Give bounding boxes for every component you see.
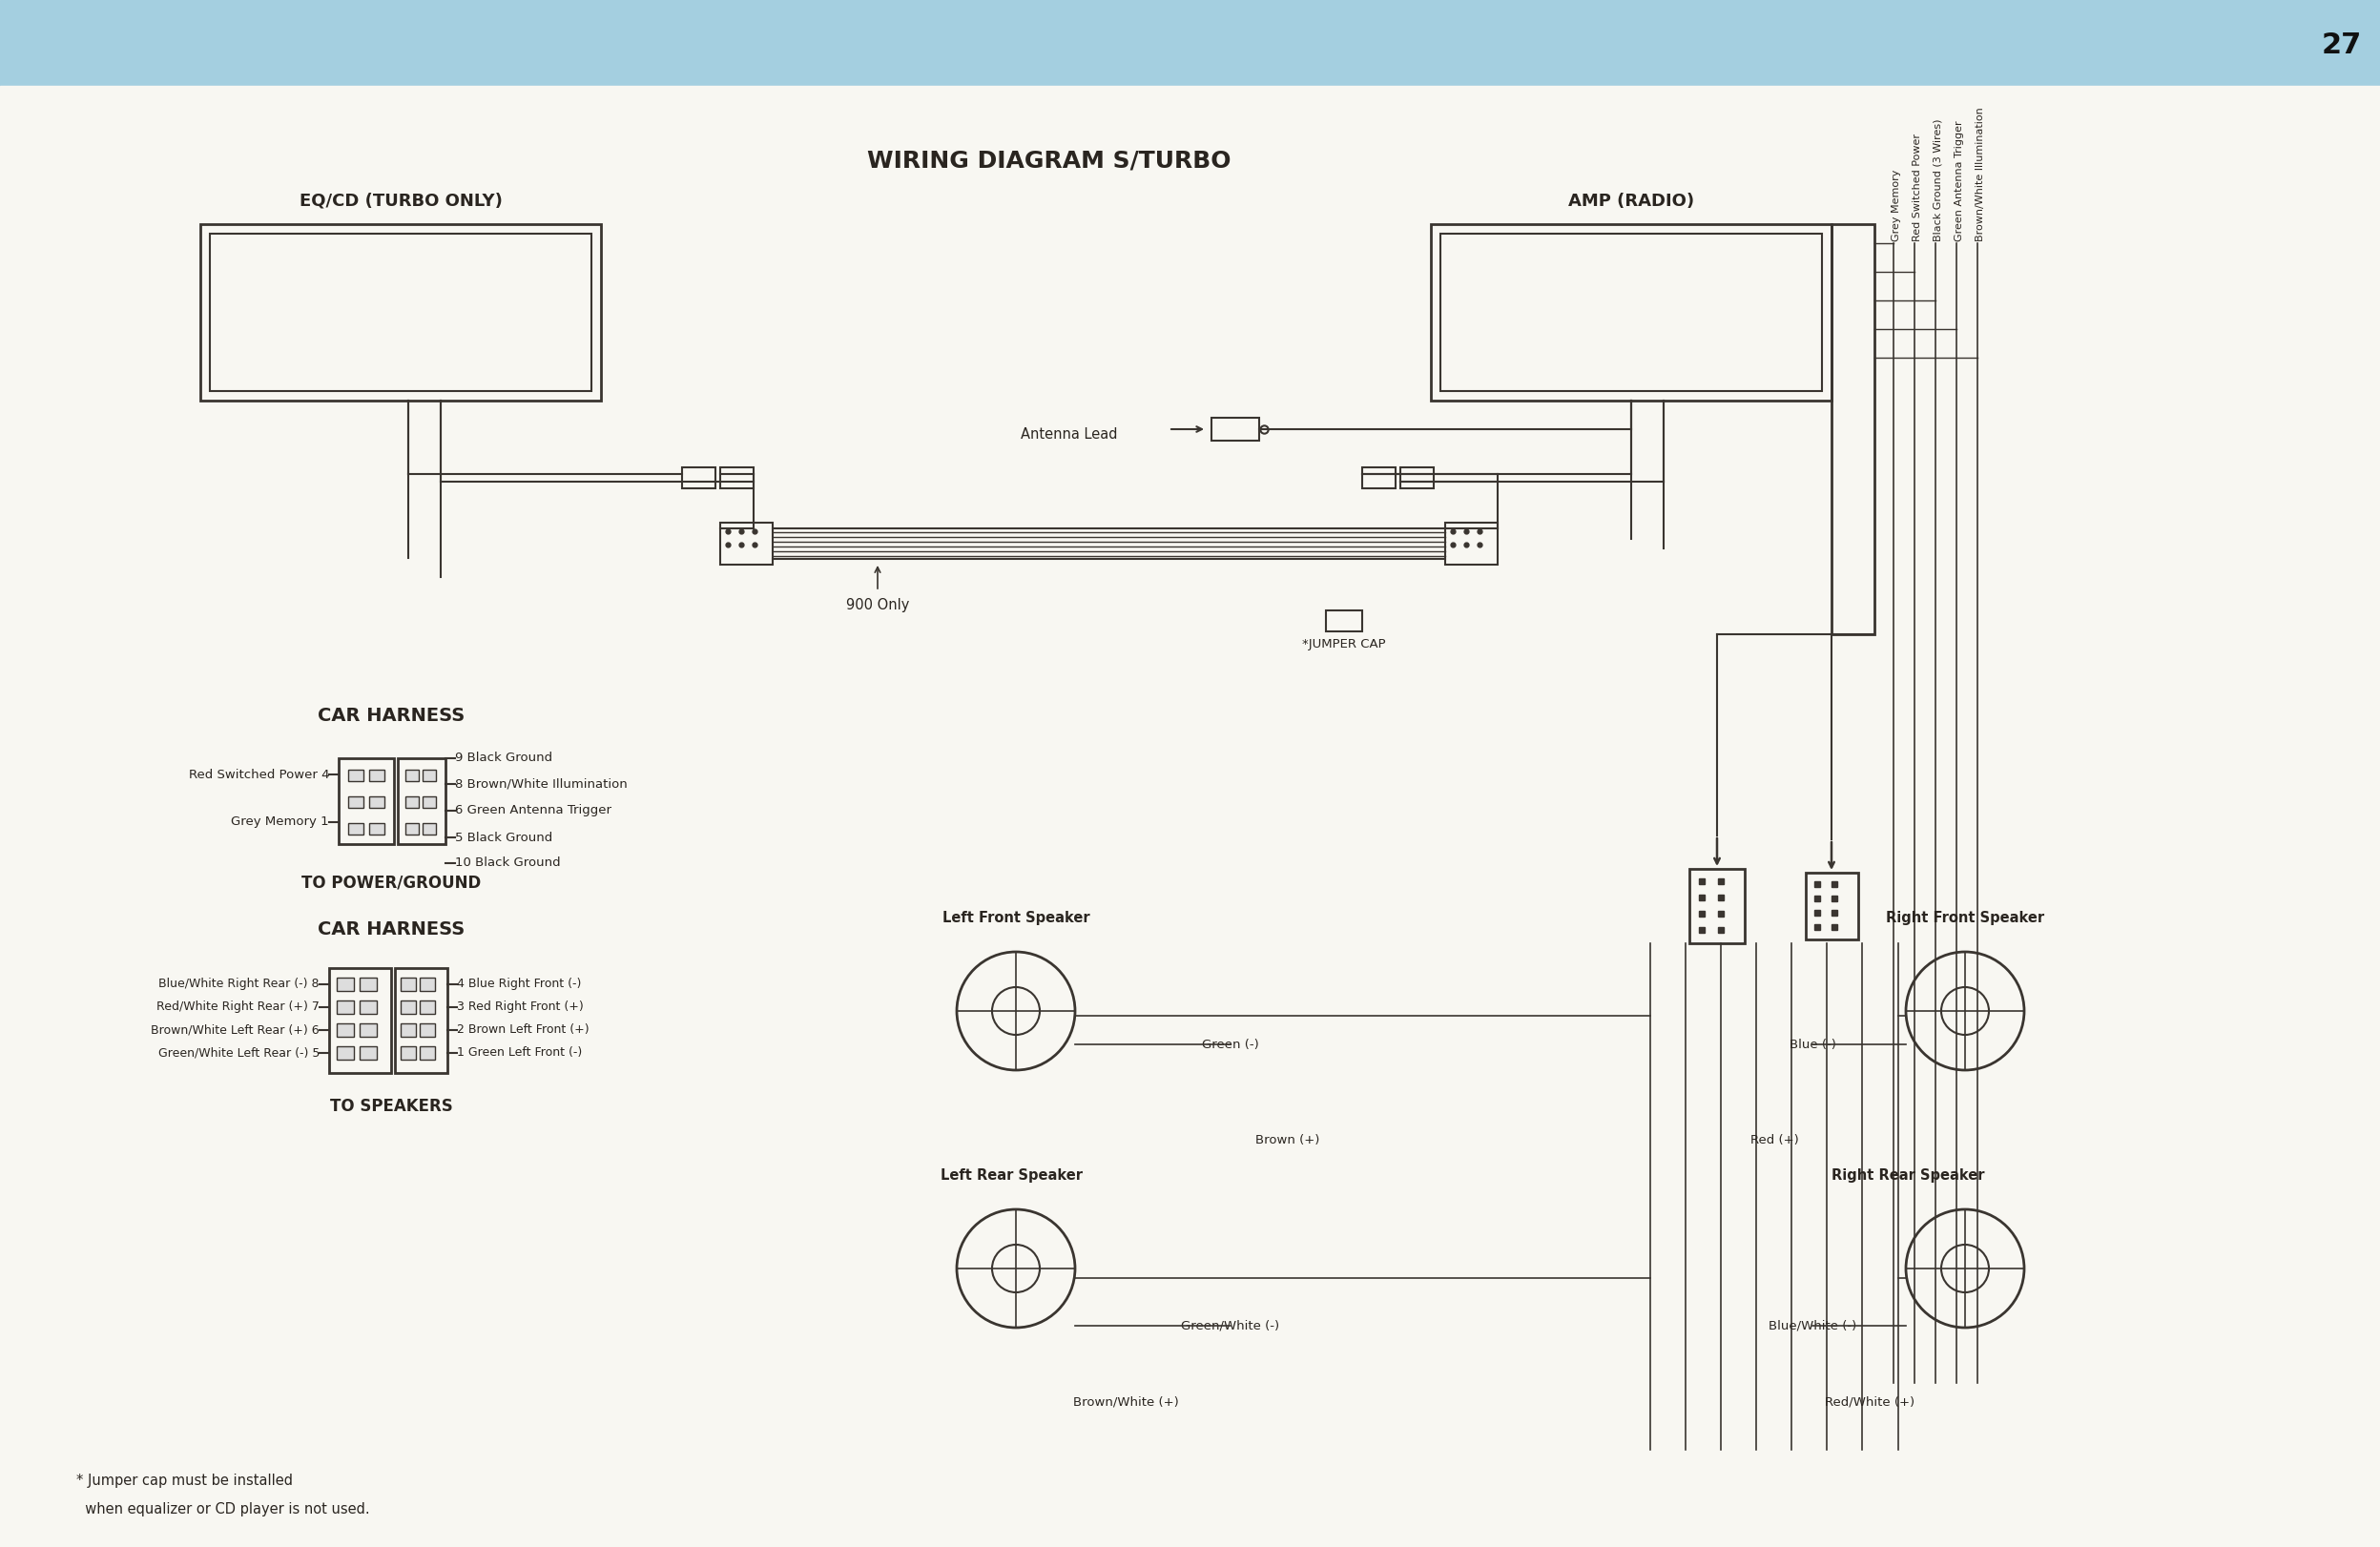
Text: Left Rear Speaker: Left Rear Speaker bbox=[940, 1168, 1083, 1182]
Text: 900 Only: 900 Only bbox=[845, 599, 909, 613]
Text: TO SPEAKERS: TO SPEAKERS bbox=[331, 1098, 452, 1115]
Text: 27: 27 bbox=[2323, 32, 2361, 60]
Text: 9 Black Ground: 9 Black Ground bbox=[455, 752, 552, 764]
Bar bbox=[395, 968, 447, 1074]
Text: CAR HARNESS: CAR HARNESS bbox=[317, 707, 464, 724]
Bar bbox=[347, 823, 364, 834]
Bar bbox=[405, 770, 419, 781]
Text: Brown/White Left Rear (+) 6: Brown/White Left Rear (+) 6 bbox=[150, 1024, 319, 1036]
Text: Antenna Lead: Antenna Lead bbox=[1021, 427, 1119, 441]
Text: * Jumper cap must be installed: * Jumper cap must be installed bbox=[76, 1474, 293, 1488]
Bar bbox=[347, 770, 364, 781]
Bar bbox=[683, 467, 716, 489]
Text: Blue (-): Blue (-) bbox=[1790, 1038, 1835, 1050]
Text: Blue/White Right Rear (-) 8: Blue/White Right Rear (-) 8 bbox=[159, 978, 319, 990]
Text: CAR HARNESS: CAR HARNESS bbox=[317, 920, 464, 939]
Bar bbox=[336, 1046, 355, 1060]
Bar bbox=[424, 823, 436, 834]
Text: Red Switched Power: Red Switched Power bbox=[1914, 133, 1923, 241]
Text: Right Front Speaker: Right Front Speaker bbox=[1885, 911, 2044, 925]
Text: AMP (RADIO): AMP (RADIO) bbox=[1568, 193, 1695, 210]
Bar bbox=[369, 770, 386, 781]
Bar bbox=[721, 523, 774, 565]
Text: 4 Blue Right Front (-): 4 Blue Right Front (-) bbox=[457, 978, 581, 990]
Bar bbox=[1440, 234, 1823, 391]
Text: WIRING DIAGRAM S/TURBO: WIRING DIAGRAM S/TURBO bbox=[866, 149, 1230, 172]
Bar bbox=[1806, 873, 1859, 939]
Text: 3 Red Right Front (+): 3 Red Right Front (+) bbox=[457, 1001, 583, 1013]
Bar bbox=[0, 0, 2380, 85]
Bar bbox=[400, 1046, 416, 1060]
Text: 5 Black Ground: 5 Black Ground bbox=[455, 831, 552, 843]
Text: Red/White Right Rear (+) 7: Red/White Right Rear (+) 7 bbox=[157, 1001, 319, 1013]
Bar bbox=[1361, 467, 1395, 489]
Bar bbox=[419, 1046, 436, 1060]
Bar bbox=[1690, 869, 1745, 944]
Text: Grey Memory 1: Grey Memory 1 bbox=[231, 815, 328, 828]
Bar bbox=[424, 797, 436, 808]
Bar bbox=[336, 1001, 355, 1013]
Bar bbox=[397, 758, 445, 845]
Bar bbox=[209, 234, 590, 391]
Bar bbox=[419, 978, 436, 992]
Bar bbox=[405, 797, 419, 808]
Bar bbox=[359, 1024, 376, 1036]
Text: Brown (+): Brown (+) bbox=[1257, 1134, 1321, 1146]
Bar bbox=[400, 1024, 416, 1036]
Bar bbox=[1445, 523, 1497, 565]
Text: 10 Black Ground: 10 Black Ground bbox=[455, 857, 562, 869]
Text: Green/White (-): Green/White (-) bbox=[1180, 1320, 1280, 1332]
Text: Brown/White (+): Brown/White (+) bbox=[1073, 1395, 1178, 1408]
Text: EQ/CD (TURBO ONLY): EQ/CD (TURBO ONLY) bbox=[300, 193, 502, 210]
Bar bbox=[359, 1046, 376, 1060]
Text: Red/White (+): Red/White (+) bbox=[1825, 1395, 1914, 1408]
Text: when equalizer or CD player is not used.: when equalizer or CD player is not used. bbox=[76, 1502, 369, 1516]
Bar bbox=[419, 1001, 436, 1013]
Text: Left Front Speaker: Left Front Speaker bbox=[942, 911, 1090, 925]
Text: Green (-): Green (-) bbox=[1202, 1038, 1259, 1050]
Bar bbox=[328, 968, 390, 1074]
Bar bbox=[359, 1001, 376, 1013]
Bar bbox=[336, 1024, 355, 1036]
Text: *JUMPER CAP: *JUMPER CAP bbox=[1302, 639, 1385, 651]
Bar bbox=[369, 797, 386, 808]
Text: Blue/White (-): Blue/White (-) bbox=[1768, 1320, 1856, 1332]
Text: 6 Green Antenna Trigger: 6 Green Antenna Trigger bbox=[455, 804, 612, 817]
Text: Brown/White Illumination: Brown/White Illumination bbox=[1975, 107, 1985, 241]
Bar bbox=[1211, 418, 1259, 441]
Bar bbox=[1833, 224, 1875, 634]
Bar bbox=[400, 978, 416, 992]
Text: Grey Memory: Grey Memory bbox=[1892, 170, 1902, 241]
Bar bbox=[400, 1001, 416, 1013]
Text: Black Ground (3 Wires): Black Ground (3 Wires) bbox=[1933, 119, 1942, 241]
Bar bbox=[405, 823, 419, 834]
Text: Red Switched Power 4: Red Switched Power 4 bbox=[188, 769, 328, 781]
Bar bbox=[1399, 467, 1433, 489]
Bar bbox=[347, 797, 364, 808]
Text: Green/White Left Rear (-) 5: Green/White Left Rear (-) 5 bbox=[157, 1047, 319, 1060]
Bar bbox=[200, 224, 602, 401]
Bar bbox=[338, 758, 395, 845]
Text: 2 Brown Left Front (+): 2 Brown Left Front (+) bbox=[457, 1024, 590, 1036]
Text: Right Rear Speaker: Right Rear Speaker bbox=[1830, 1168, 1985, 1182]
Bar bbox=[1326, 611, 1361, 631]
Bar bbox=[1430, 224, 1833, 401]
Text: 1 Green Left Front (-): 1 Green Left Front (-) bbox=[457, 1047, 583, 1060]
Bar bbox=[419, 1024, 436, 1036]
Bar bbox=[721, 467, 754, 489]
Bar bbox=[369, 823, 386, 834]
Text: Green Antenna Trigger: Green Antenna Trigger bbox=[1954, 121, 1964, 241]
Text: TO POWER/GROUND: TO POWER/GROUND bbox=[302, 874, 481, 891]
Bar bbox=[359, 978, 376, 992]
Bar bbox=[424, 770, 436, 781]
Bar bbox=[336, 978, 355, 992]
Text: Red (+): Red (+) bbox=[1749, 1134, 1799, 1146]
Text: 8 Brown/White Illumination: 8 Brown/White Illumination bbox=[455, 778, 628, 791]
